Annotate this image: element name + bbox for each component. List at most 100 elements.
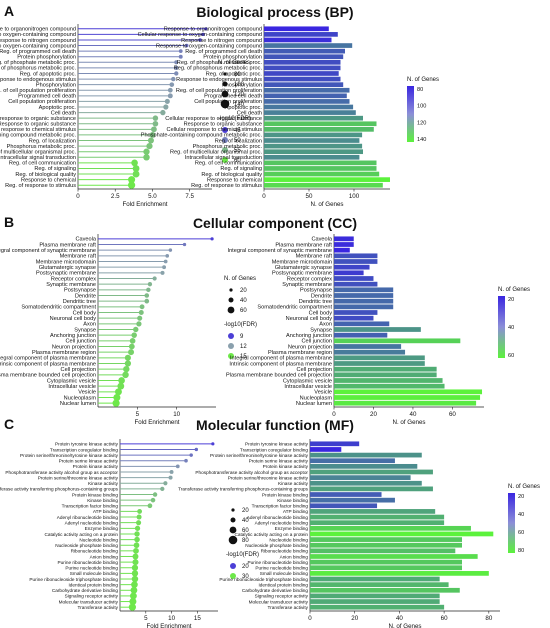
bp-dot-category-label: Phosphate-containing compound metabolic … xyxy=(0,133,76,139)
mf-dot-category-label: Ribonucleotide binding xyxy=(71,549,119,554)
bp-dot-dot xyxy=(174,65,179,70)
mf-dot-dot xyxy=(189,453,193,457)
cc-bar-bar xyxy=(334,264,370,270)
cc-dot-dot xyxy=(163,259,168,264)
cc-bar-bar xyxy=(334,293,394,298)
bp-bar-bar xyxy=(264,59,341,65)
mf-dot-color-legend-dot xyxy=(230,573,236,579)
mf-bar-bar xyxy=(310,475,411,480)
bp-dot-category-label: Cell population proliferation xyxy=(8,99,76,105)
mf-dot-size-legend-label: 60 xyxy=(242,528,249,534)
mf-dot-color-legend-dot xyxy=(230,563,236,569)
cc-dot-size-legend-dot xyxy=(229,288,233,292)
bp-dot-dot xyxy=(147,137,154,144)
mf-dot-category-label: Signaling receptor activity xyxy=(65,594,119,599)
mf-dot-category-label: Protein kinase activity xyxy=(73,464,119,469)
bp-bar-bar xyxy=(264,143,363,149)
cc-bar-bar xyxy=(334,281,378,287)
mf-bar-tick-label: 60 xyxy=(441,615,448,622)
mf-dot-dot xyxy=(137,508,143,514)
bp-dot-dot xyxy=(167,93,173,99)
cc-dot-size-legend-dot xyxy=(227,306,235,314)
bp-bar-category-label: Reg. of signaling xyxy=(220,166,262,172)
cc-dot-category-label: Plasma membrane raft xyxy=(39,242,96,248)
cc-dot-size-legend-label: 40 xyxy=(240,298,247,304)
bp-bar-category-label: Response to nitrogen compound xyxy=(181,38,262,44)
bp-dot-color-legend-label: 60 xyxy=(234,158,241,164)
mf-dot-category-label: Purine ribonucleoside triphosphate bindi… xyxy=(29,577,118,582)
mf-dot-dot xyxy=(211,442,215,446)
mf-dot-category-label: Adenyl ribonucleotide binding xyxy=(57,515,119,520)
bp-bar-category-label: Response to chemical xyxy=(207,177,262,183)
mf-dot-size-legend-dot xyxy=(228,535,238,545)
mf-bar-category-label: Adenyl nucleotide binding xyxy=(255,520,309,525)
bp-dot-color-legend-label: 45 xyxy=(234,128,241,134)
bp-bar-category-label: Response to endogenous stimulus xyxy=(176,77,262,83)
bp-bar-bar xyxy=(264,115,363,121)
bp-bar-tick-label: 50 xyxy=(306,193,313,200)
bp-bar-bar xyxy=(264,121,377,127)
mf-dot-dot xyxy=(169,470,174,474)
mf-bar-category-label: Nucleoside phosphate binding xyxy=(245,543,308,548)
bp-bar-category-label: Phosphorus metabolic proc. xyxy=(193,144,263,150)
cc-dot-category-label: Vesicle xyxy=(78,390,96,396)
bp-bar-colorbar-label: 80 xyxy=(417,87,423,93)
cc-dot-size-legend-label: 60 xyxy=(240,308,247,314)
mf-bar-bar xyxy=(310,593,440,599)
bp-dot-dot xyxy=(174,71,179,76)
cc-dot-category-label: Cell body xyxy=(73,310,97,316)
bp-bar-colorbar-label: 100 xyxy=(417,104,426,110)
bp-dot-category-label: Reg. of biological quality xyxy=(15,172,76,178)
mf-dot-category-label: Purine nucleotide binding xyxy=(65,566,118,571)
cc-dot-category-label: Nucleoplasm xyxy=(64,395,97,401)
bp-dot-chart: Response to organonitrogen compoundCellu… xyxy=(0,24,251,208)
bp-bar-category-label: Reg. of phosphorus metabolic proc. xyxy=(174,66,263,72)
cc-dot-category-label: Cell junction xyxy=(66,339,96,345)
panel-title-mf: Molecular function (MF) xyxy=(196,417,354,433)
bp-bar-category-label: Reg. of programmed cell death xyxy=(185,49,262,55)
mf-dot-chart: Protein tyrosine kinase activityTranscri… xyxy=(0,439,259,628)
mf-dot-category-label: Protein serine/threonine/tyrosine kinase… xyxy=(20,453,119,458)
cc-bar-category-label: Cell body xyxy=(309,310,333,316)
cc-bar-category-label: Nuclear lumen xyxy=(296,401,332,407)
cc-bar-bar xyxy=(334,259,378,264)
bp-dot-size-legend-label: 120 xyxy=(234,92,245,98)
cc-bar-colorbar-label: 20 xyxy=(508,297,514,303)
bp-bar-category-label: Reg. of localization xyxy=(215,138,262,144)
bp-dot-size-legend-label: 100 xyxy=(234,82,245,88)
mf-bar-bar xyxy=(310,486,433,492)
cc-bar-category-label: Somatodendritic compartment xyxy=(257,305,332,311)
cc-dot-category-label: Nuclear lumen xyxy=(60,401,96,407)
cc-bar-tick-label: 0 xyxy=(332,411,336,418)
mf-dot-dot xyxy=(131,570,139,577)
mf-dot-size-legend-dot xyxy=(231,508,235,512)
cc-dot-category-label: Receptor complex xyxy=(51,276,96,282)
bp-dot-color-legend-title: -log10(FDR) xyxy=(218,116,251,122)
cc-dot-dot xyxy=(147,282,153,287)
mf-dot-size-legend-label: 40 xyxy=(242,518,249,524)
mf-bar-colorbar-label: 40 xyxy=(518,512,524,518)
cc-dot-dot xyxy=(128,349,135,356)
mf-bar-category-label: Identical protein binding xyxy=(258,582,308,587)
bp-dot-dot xyxy=(163,104,169,110)
bp-bar-bar xyxy=(264,48,345,54)
cc-bar-category-label: Vesicle xyxy=(314,390,332,396)
mf-dot-dot xyxy=(136,520,142,526)
cc-bar-x-axis-label: N. of Genes xyxy=(392,419,425,426)
panel-letter-a: A xyxy=(4,3,14,19)
mf-bar-bar xyxy=(310,452,422,458)
mf-bar-category-label: Protein serine/threonine kinase activity xyxy=(228,475,309,480)
cc-dot-category-label: Anchoring junction xyxy=(50,333,96,339)
cc-dot-color-legend-dot xyxy=(228,353,234,359)
cc-bar-category-label: Plasma membrane bounded cell projection xyxy=(226,373,332,379)
mf-bar-category-label: Transferase activity xyxy=(268,605,309,610)
mf-dot-category-label: Enzyme binding xyxy=(85,526,119,531)
cc-bar-category-label: Dendrite xyxy=(311,293,332,299)
mf-dot-category-label: Protein serine kinase activity xyxy=(59,459,119,464)
bp-bar-chart: Response to organonitrogen compoundCellu… xyxy=(138,24,439,208)
cc-bar-bar xyxy=(334,236,354,242)
bp-dot-color-legend-dot xyxy=(222,137,228,143)
bp-bar-category-label: Intracellular signal transduction xyxy=(185,155,262,161)
bp-dot-dot xyxy=(171,76,176,82)
bp-dot-category-label: Phosphorus metabolic proc. xyxy=(7,144,77,150)
